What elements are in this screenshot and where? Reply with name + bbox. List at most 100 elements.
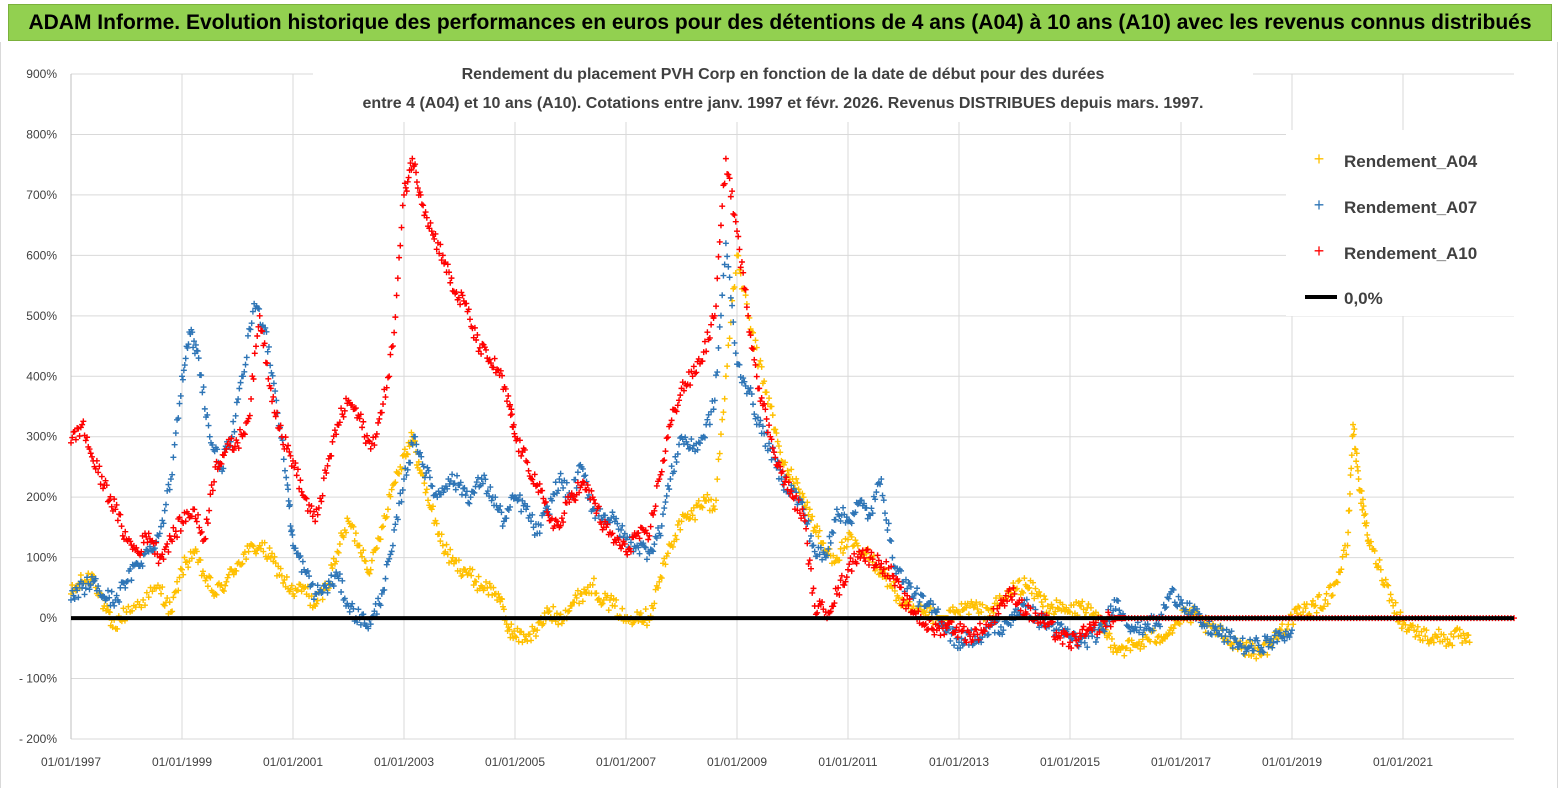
data-point: [100, 485, 107, 492]
data-point: [669, 543, 676, 550]
data-point: [352, 530, 359, 537]
data-point: [394, 275, 401, 282]
data-point: [715, 456, 722, 463]
data-point: [593, 590, 600, 597]
data-point: [523, 506, 530, 513]
data-point: [333, 558, 340, 565]
data-point: [552, 479, 559, 486]
data-point: [865, 511, 872, 518]
data-point: [1010, 584, 1017, 591]
data-point: [798, 515, 805, 522]
data-point: [447, 279, 454, 286]
data-point: [840, 504, 847, 511]
data-point: [556, 476, 563, 483]
data-point: [1028, 590, 1035, 597]
data-point: [614, 520, 621, 527]
data-point: [107, 493, 114, 500]
data-point: [1296, 604, 1303, 611]
data-point: [701, 338, 708, 345]
data-point: [1182, 606, 1189, 613]
data-point: [365, 625, 372, 632]
data-point: [418, 453, 425, 460]
data-point: [259, 322, 266, 329]
data-point: [830, 603, 837, 610]
data-point: [1108, 635, 1115, 642]
data-point: [783, 474, 790, 481]
data-point: [655, 584, 662, 591]
data-point: [1350, 431, 1357, 438]
chart-title-line-1: Rendement du placement PVH Corp en fonct…: [462, 66, 1105, 83]
data-point: [518, 508, 525, 515]
data-point: [1139, 631, 1146, 638]
data-point: [1131, 627, 1138, 634]
data-point: [1107, 623, 1114, 630]
data-point: [1258, 644, 1265, 651]
data-point: [350, 523, 357, 530]
data-point: [375, 595, 382, 602]
data-point: [359, 553, 366, 560]
data-point: [412, 161, 419, 168]
data-point: [664, 482, 671, 489]
data-point: [272, 560, 279, 567]
data-point: [528, 475, 535, 482]
data-point: [1015, 578, 1022, 585]
data-point: [169, 471, 176, 478]
data-point: [919, 592, 925, 599]
x-tick-label: 01/01/2017: [1151, 755, 1211, 769]
data-point: [188, 555, 195, 562]
data-point: [357, 411, 364, 418]
data-point: [336, 541, 343, 548]
data-point: [524, 638, 531, 645]
data-point: [143, 546, 150, 553]
data-point: [956, 639, 962, 646]
data-point: [549, 497, 555, 504]
data-point: [604, 521, 611, 528]
data-point: [880, 566, 887, 573]
data-point: [1059, 640, 1066, 647]
data-point: [731, 212, 738, 219]
data-point: [329, 565, 336, 572]
data-point: [103, 482, 110, 489]
data-point: [429, 483, 436, 490]
data-point: [959, 606, 966, 613]
data-point: [206, 433, 213, 440]
data-point: [1115, 597, 1122, 604]
data-point: [93, 457, 100, 464]
data-point: [68, 596, 74, 603]
data-point: [811, 548, 818, 555]
data-point: [232, 412, 239, 419]
data-point: [185, 564, 192, 571]
data-point: [1345, 529, 1352, 536]
data-point: [155, 533, 162, 540]
legend-label-a04: Rendement_A04: [1344, 152, 1478, 171]
data-point: [516, 492, 523, 499]
data-point: [845, 566, 851, 573]
data-point: [111, 496, 118, 503]
data-point: [598, 601, 605, 608]
data-point: [82, 437, 89, 444]
data-point: [1238, 643, 1245, 650]
data-point: [1075, 643, 1082, 650]
data-point: [291, 464, 298, 471]
data-point: [1092, 639, 1099, 646]
data-point: [201, 405, 208, 412]
data-point: [184, 344, 191, 351]
data-point: [750, 346, 757, 353]
data-point: [568, 602, 575, 609]
data-point: [793, 475, 800, 482]
data-point: [858, 497, 865, 504]
data-point: [758, 394, 765, 401]
data-point: [721, 261, 728, 268]
data-point: [277, 565, 284, 572]
data-point: [1042, 596, 1049, 603]
data-point: [413, 169, 420, 176]
data-point: [213, 458, 220, 465]
data-point: [486, 493, 493, 500]
data-point: [233, 437, 240, 444]
data-point: [254, 305, 261, 312]
data-point: [294, 466, 301, 473]
data-point: [713, 497, 720, 504]
data-point: [506, 626, 513, 633]
data-point: [174, 578, 181, 585]
data-point: [420, 202, 427, 209]
